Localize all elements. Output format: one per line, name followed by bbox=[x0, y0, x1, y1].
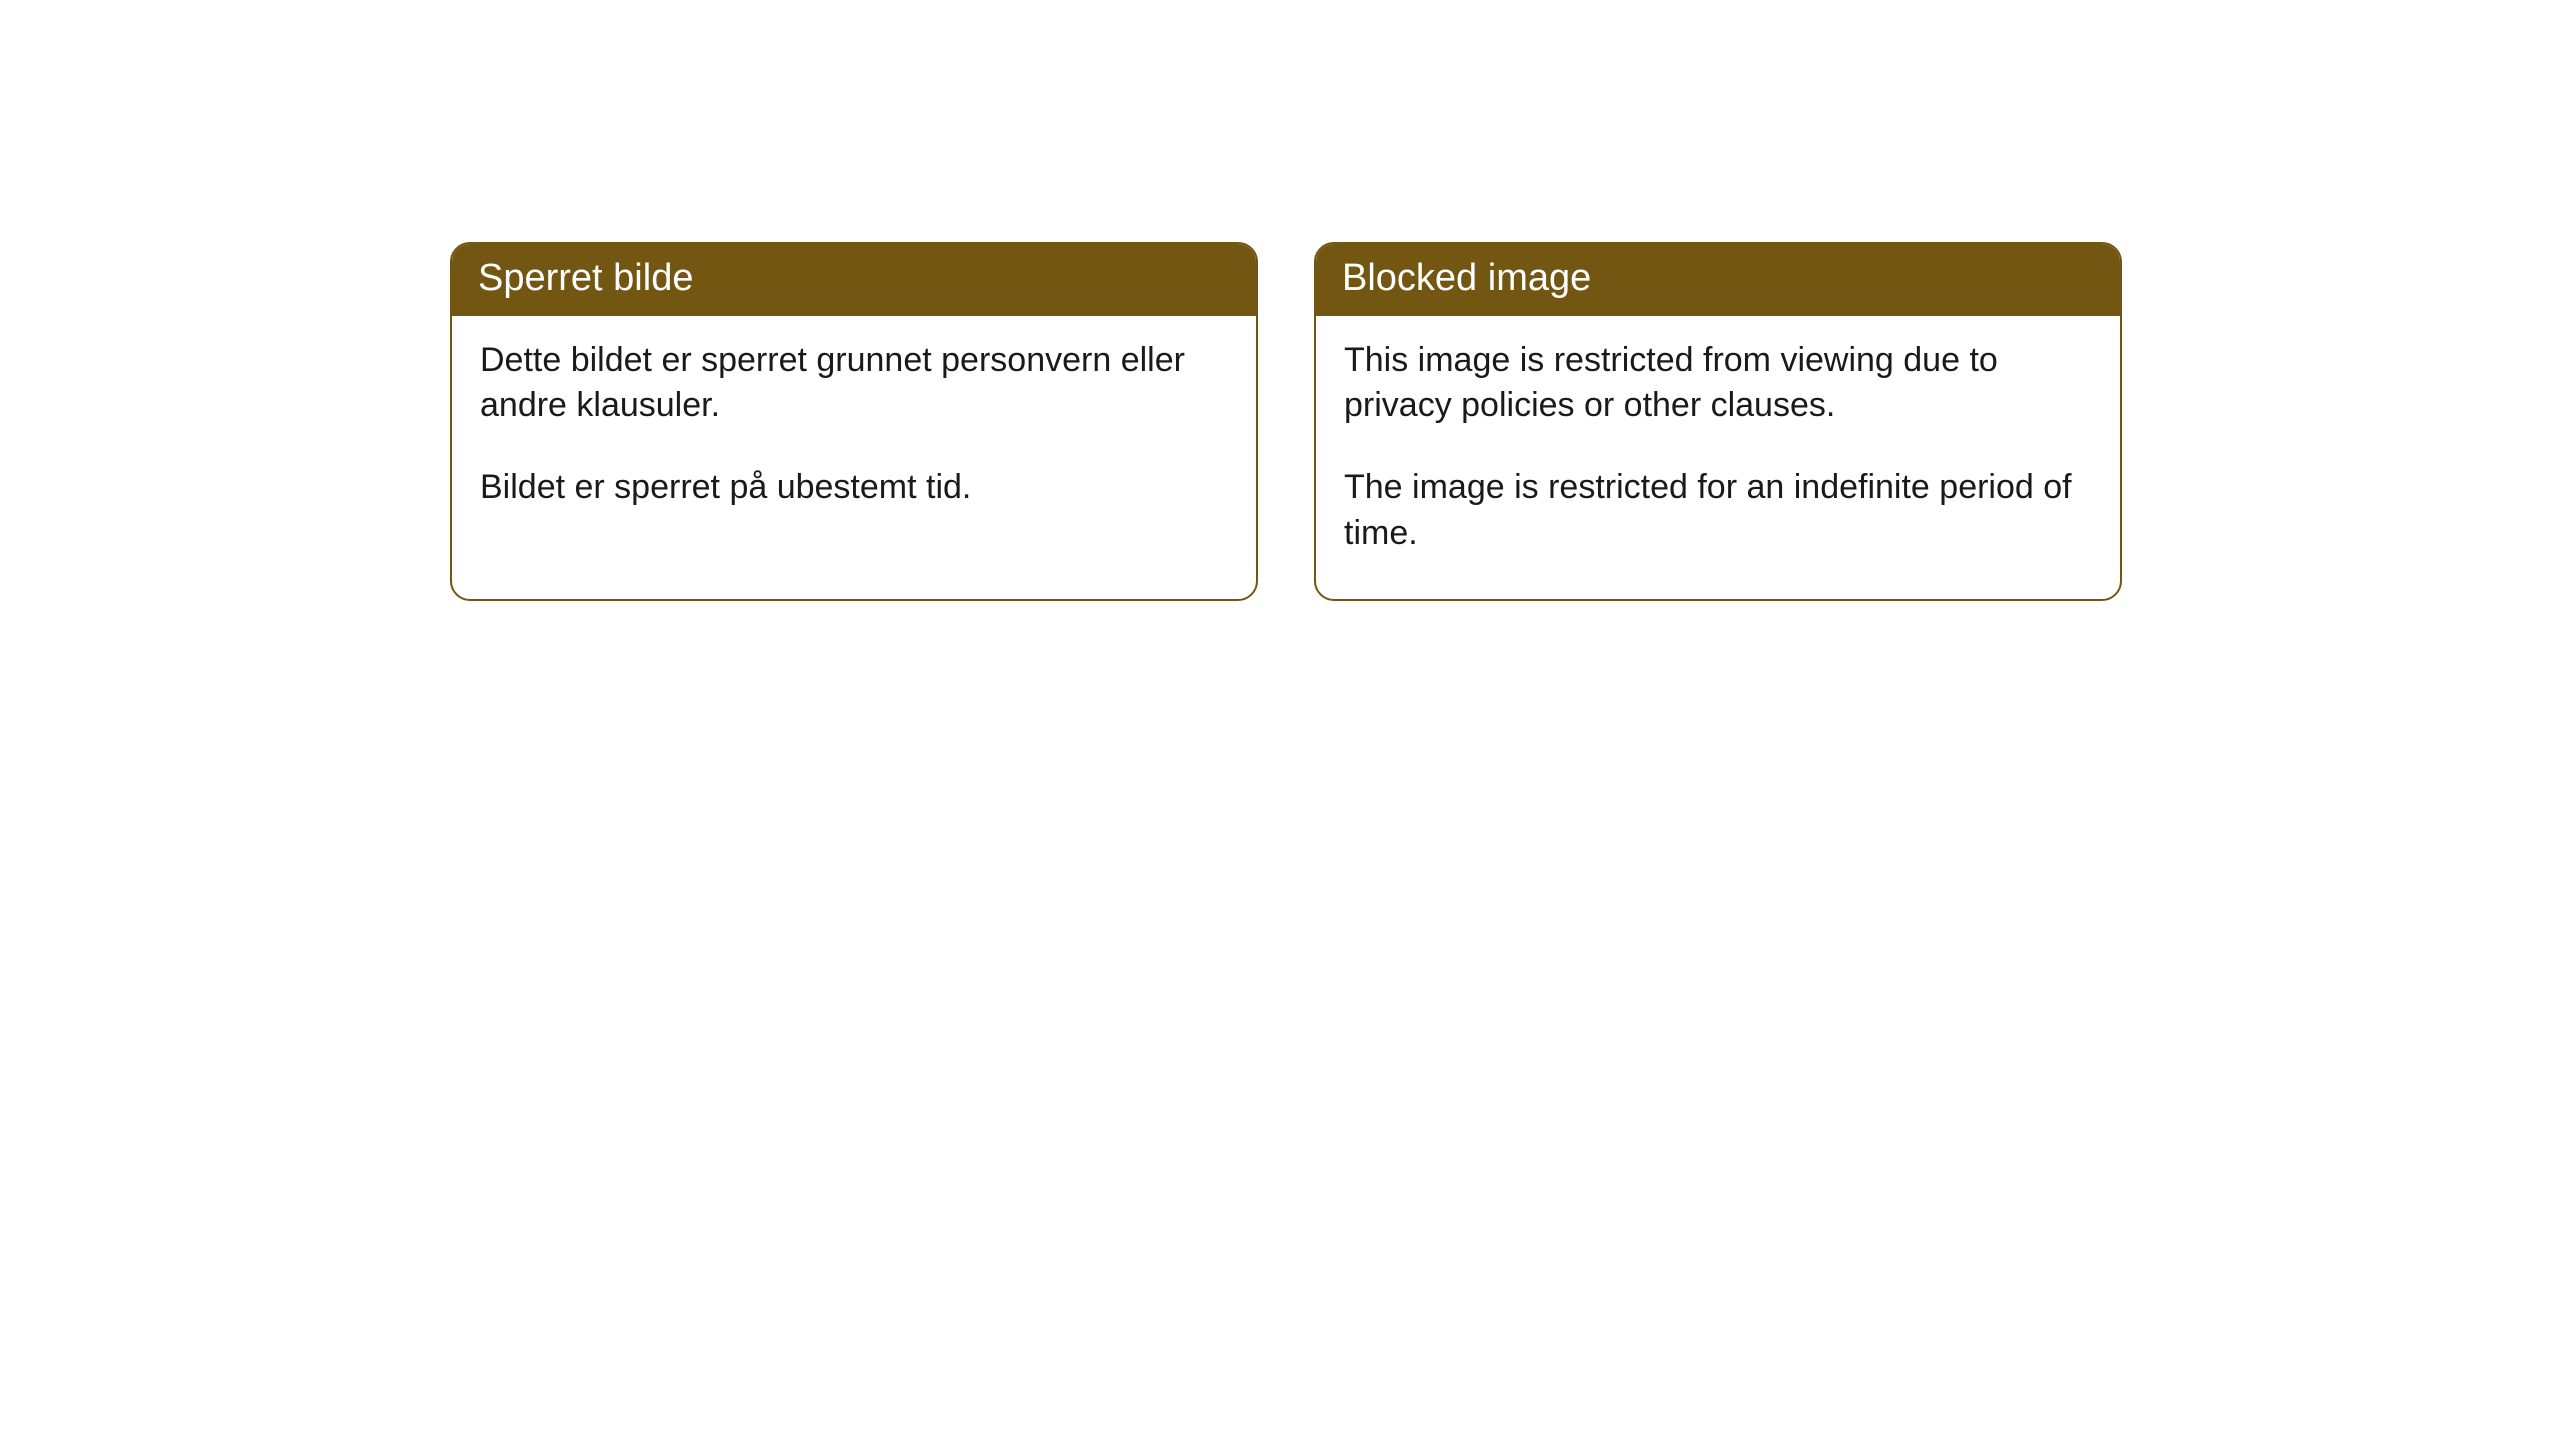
card-body-english: This image is restricted from viewing du… bbox=[1316, 316, 2120, 600]
card-paragraph-1-norwegian: Dette bildet er sperret grunnet personve… bbox=[480, 338, 1228, 430]
blocked-image-card-english: Blocked image This image is restricted f… bbox=[1314, 242, 2122, 601]
card-title-norwegian: Sperret bilde bbox=[452, 244, 1256, 316]
card-body-norwegian: Dette bildet er sperret grunnet personve… bbox=[452, 316, 1256, 554]
notice-cards-container: Sperret bilde Dette bildet er sperret gr… bbox=[450, 242, 2122, 601]
card-title-english: Blocked image bbox=[1316, 244, 2120, 316]
blocked-image-card-norwegian: Sperret bilde Dette bildet er sperret gr… bbox=[450, 242, 1258, 601]
card-paragraph-1-english: This image is restricted from viewing du… bbox=[1344, 338, 2092, 430]
card-paragraph-2-english: The image is restricted for an indefinit… bbox=[1344, 465, 2092, 557]
card-paragraph-2-norwegian: Bildet er sperret på ubestemt tid. bbox=[480, 465, 1228, 511]
